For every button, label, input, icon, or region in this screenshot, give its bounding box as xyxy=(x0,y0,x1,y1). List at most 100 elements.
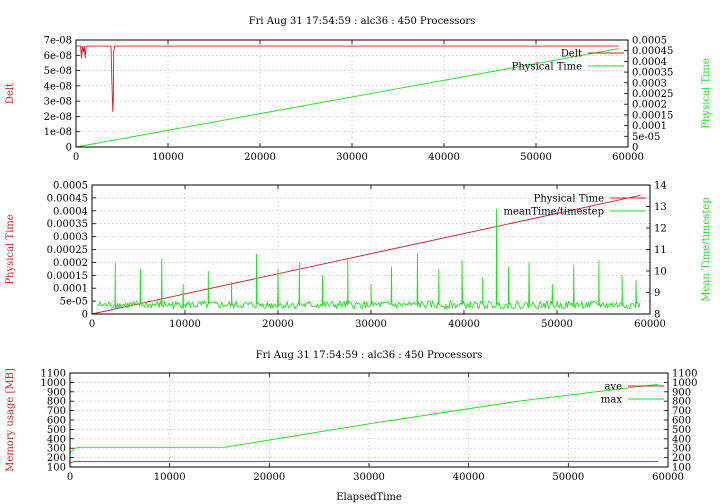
panel2-x-tick-label: 60000 xyxy=(634,319,666,330)
panel3-y-tick-label: 1100 xyxy=(41,369,66,380)
panel3-y2-tick-label: 600 xyxy=(672,416,691,427)
panel1-y2-tick-label: 0.00025 xyxy=(632,89,673,100)
panel3-y2-tick-label: 1100 xyxy=(672,369,697,380)
panel1-x-tick-label: 40000 xyxy=(428,152,460,163)
panel3-y2-tick-label: 200 xyxy=(672,453,691,464)
panel1-y-tick-label: 7e-08 xyxy=(44,36,72,47)
panel2-x-tick-label: 50000 xyxy=(541,319,573,330)
panel1-y2-tick-label: 0.0004 xyxy=(632,57,667,68)
panel2-y-tick-label: 0.0005 xyxy=(53,181,88,192)
panel2-y-tick-label: 0.0004 xyxy=(53,206,88,217)
panel1-x-tick-label: 50000 xyxy=(520,152,552,163)
panel3-y2-tick-label: 800 xyxy=(672,397,691,408)
panel3-y-tick-label: 400 xyxy=(47,434,66,445)
panel1-frame xyxy=(75,39,629,148)
panel1-x-tick-label: 20000 xyxy=(244,152,276,163)
panel3-y-tick-label: 900 xyxy=(47,387,66,398)
panel3-x-tick-label: 30000 xyxy=(353,472,385,483)
panel1-y-tick-label: 0 xyxy=(66,143,72,154)
panel2-y-tick-label: 0.00035 xyxy=(47,219,88,230)
panel3-x-tick-label: 50000 xyxy=(552,472,584,483)
panel2-y-tick-label: 0.0003 xyxy=(53,232,88,243)
panel3-y-tick-label: 300 xyxy=(47,444,66,455)
panel2-y-axis-label: Physical Time xyxy=(5,214,16,284)
panel2-frame xyxy=(91,184,651,315)
panel2-series-meantime-timestep xyxy=(97,208,641,311)
panel2-x-tick-label: 0 xyxy=(89,319,95,330)
panel2-y2-tick-label: 14 xyxy=(654,181,667,192)
panel3-y-tick-label: 600 xyxy=(47,416,66,427)
panel3-y-tick-label: 700 xyxy=(47,406,66,417)
panel2-y-tick-label: 5e-05 xyxy=(60,297,88,308)
panel1-y2-tick-label: 0.00015 xyxy=(632,110,673,121)
panel3-x-tick-label: 40000 xyxy=(453,472,485,483)
panel1-y-tick-label: 3e-08 xyxy=(44,97,72,108)
panel3-y2-tick-label: 400 xyxy=(672,434,691,445)
panel1-y-axis-label: Delt xyxy=(5,83,16,104)
panel2-y-tick-label: 0.00015 xyxy=(47,271,88,282)
panel1-y2-tick-label: 0.0001 xyxy=(632,121,667,132)
panel3-y2-tick-label: 900 xyxy=(672,387,691,398)
panel2-y-tick-label: 0.0001 xyxy=(53,284,88,295)
panel3-y-tick-label: 800 xyxy=(47,397,66,408)
panel1-y-tick-label: 5e-08 xyxy=(44,66,72,77)
panel1-legend-label: Physical Time xyxy=(512,62,582,73)
panel2-x-tick-label: 30000 xyxy=(355,319,387,330)
panel3-x-tick-label: 20000 xyxy=(253,472,285,483)
panel1-y-tick-label: 6e-08 xyxy=(44,51,72,62)
panel2-y2-tick-label: 11 xyxy=(654,245,667,256)
panel3-x-tick-label: 0 xyxy=(67,472,73,483)
panel3-y2-tick-label: 700 xyxy=(672,406,691,417)
panel2-y-tick-label: 0.00045 xyxy=(47,193,88,204)
panel2-legend-label: meanTime/timestep xyxy=(503,207,604,218)
panel1-y2-axis-label: Physical Time xyxy=(701,58,712,128)
panel3-frame xyxy=(69,372,669,468)
panel2-y2-tick-label: 10 xyxy=(654,267,667,278)
panel1-title: Fri Aug 31 17:54:59 : alc36 : 450 Proces… xyxy=(249,16,476,27)
panel1-y2-tick-label: 0 xyxy=(632,143,638,154)
panel3-series-max xyxy=(69,383,659,454)
panel1-y2-tick-label: 0.00035 xyxy=(632,68,673,79)
panel1-series-physical-time xyxy=(75,48,619,148)
panel2-y-tick-label: 0.0002 xyxy=(53,258,88,269)
panel1-y2-tick-label: 0.0003 xyxy=(632,78,667,89)
panel2-legend-label: Physical Time xyxy=(534,194,604,205)
panel1-y-tick-label: 2e-08 xyxy=(44,112,72,123)
panel1-x-tick-label: 30000 xyxy=(336,152,368,163)
panel3-y-tick-label: 500 xyxy=(47,425,66,436)
panel2-y2-tick-label: 8 xyxy=(654,310,660,321)
panel3-legend-label: max xyxy=(601,395,622,406)
panel1-y2-tick-label: 0.0002 xyxy=(632,100,667,111)
panel1-y2-tick-label: 0.0005 xyxy=(632,36,667,47)
panel3-y-tick-label: 100 xyxy=(47,463,66,474)
panel3-series-ave xyxy=(69,460,658,464)
panel1-y-tick-label: 1e-08 xyxy=(44,127,72,138)
panel2-y2-tick-label: 13 xyxy=(654,202,667,213)
panel3-y2-tick-label: 300 xyxy=(672,444,691,455)
panel1-y2-tick-label: 0.00045 xyxy=(632,46,673,57)
panel1-series-delt xyxy=(76,45,619,112)
panel3-x-axis-label: ElapsedTime xyxy=(336,492,402,503)
panel3-title: Fri Aug 31 17:54:59 : alc36 : 450 Proces… xyxy=(256,350,483,361)
panel3-y2-tick-label: 500 xyxy=(672,425,691,436)
panel1-x-tick-label: 10000 xyxy=(152,152,184,163)
panel2-x-tick-label: 10000 xyxy=(169,319,201,330)
panel3-y2-tick-label: 100 xyxy=(672,463,691,474)
panel1-x-tick-label: 0 xyxy=(73,152,79,163)
panel2-x-tick-label: 40000 xyxy=(448,319,480,330)
panel2-y2-axis-label: Mean Time/timestep xyxy=(701,197,712,301)
panel3-y-axis-label: Memory usage [MB] xyxy=(5,368,16,472)
panel1-y-tick-label: 4e-08 xyxy=(44,81,72,92)
panel3-y-tick-label: 1000 xyxy=(41,378,66,389)
panel2-y2-tick-label: 9 xyxy=(654,288,660,299)
panel1-legend-label: Delt xyxy=(561,49,582,60)
panel2-y-tick-label: 0 xyxy=(82,310,88,321)
panel3-x-tick-label: 60000 xyxy=(652,472,684,483)
panel2-x-tick-label: 20000 xyxy=(262,319,294,330)
panel3-x-tick-label: 10000 xyxy=(154,472,186,483)
panel2-y-tick-label: 0.00025 xyxy=(47,245,88,256)
panel2-y2-tick-label: 12 xyxy=(654,224,667,235)
panel1-y2-tick-label: 5e-05 xyxy=(632,132,660,143)
panel3-y-tick-label: 200 xyxy=(47,453,66,464)
panel1-x-tick-label: 60000 xyxy=(612,152,644,163)
